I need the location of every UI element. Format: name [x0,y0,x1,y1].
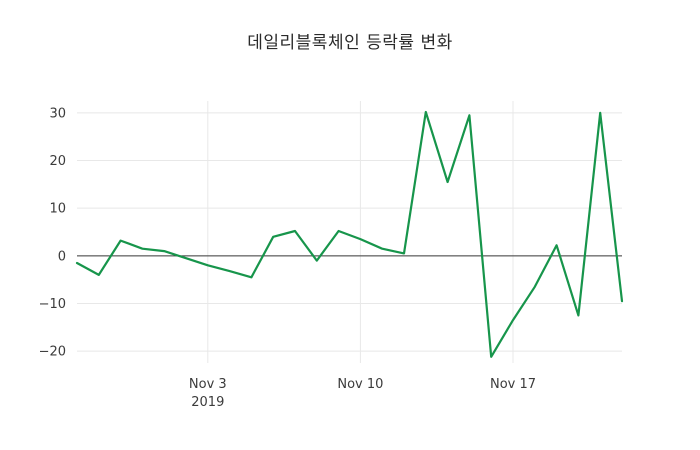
x-tick-sublabel: 2019 [191,395,224,410]
x-tick-label: Nov 17 [490,377,536,392]
y-tick-label: 10 [49,202,66,217]
series-line [75,110,624,358]
chart-title: 데일리블록체인 등락률 변화 [247,33,453,53]
y-tick-label: 20 [49,154,66,169]
x-tick-label: Nov 10 [337,377,383,392]
y-tick-label: −10 [39,297,66,312]
x-tick-label: Nov 3 [189,377,227,392]
y-tick-label: −20 [39,345,66,360]
y-tick-label: 30 [49,106,66,121]
y-tick-label: 0 [58,249,66,264]
